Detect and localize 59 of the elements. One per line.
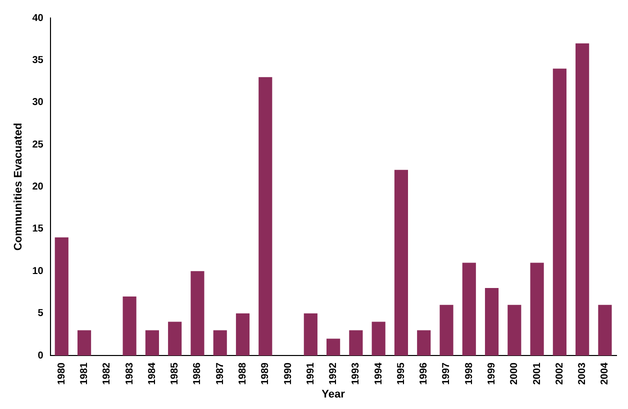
bar bbox=[372, 322, 386, 356]
bar bbox=[552, 68, 566, 356]
y-tick-label: 10 bbox=[32, 266, 44, 277]
x-tick-label: 1983 bbox=[124, 362, 136, 385]
x-tick-label: 2004 bbox=[600, 362, 611, 385]
x-tick-label: 1991 bbox=[305, 362, 316, 385]
y-axis-title: Communities Evacuated bbox=[12, 122, 25, 251]
bar bbox=[168, 322, 182, 356]
x-tick-label: 1987 bbox=[214, 362, 226, 385]
x-tick-label: 1982 bbox=[102, 362, 113, 385]
x-tick-label: 1981 bbox=[79, 362, 90, 385]
bar bbox=[326, 338, 340, 356]
y-tick-label: 15 bbox=[32, 224, 44, 235]
x-tick-label: 1989 bbox=[260, 362, 272, 385]
bar bbox=[508, 304, 522, 356]
bar bbox=[77, 330, 92, 356]
bar bbox=[190, 271, 204, 356]
x-tick-label: 1985 bbox=[170, 362, 181, 385]
bar bbox=[484, 288, 499, 356]
bar bbox=[440, 304, 454, 356]
bar bbox=[576, 43, 590, 356]
bar bbox=[122, 296, 136, 356]
x-tick-label: 1999 bbox=[486, 362, 498, 385]
x-tick-label: 1986 bbox=[192, 362, 204, 385]
x-tick-label: 2002 bbox=[554, 362, 566, 385]
x-tick-label: 1994 bbox=[373, 362, 384, 385]
x-tick-label: 1988 bbox=[238, 362, 248, 385]
y-tick-label: 40 bbox=[32, 12, 44, 24]
bar bbox=[145, 330, 159, 356]
x-tick-label: 1980 bbox=[56, 362, 68, 385]
x-axis-title: Year bbox=[322, 388, 346, 400]
x-tick-label: 1984 bbox=[146, 362, 158, 385]
x-tick-label: 2003 bbox=[577, 362, 588, 385]
bar bbox=[530, 262, 544, 356]
x-tick-label: 1998 bbox=[464, 362, 475, 385]
bar bbox=[349, 330, 363, 356]
y-tick-label: 0 bbox=[38, 350, 44, 362]
y-tick-label: 35 bbox=[32, 54, 44, 66]
bar bbox=[213, 330, 227, 356]
bar bbox=[54, 237, 68, 356]
bar bbox=[417, 330, 431, 356]
x-tick-label: 1996 bbox=[418, 362, 430, 385]
x-tick-label: 1993 bbox=[350, 362, 362, 385]
y-tick-label: 5 bbox=[38, 308, 44, 320]
bar bbox=[394, 170, 408, 356]
x-tick-label: 1990 bbox=[282, 362, 294, 385]
bar bbox=[598, 304, 612, 356]
bar bbox=[258, 77, 272, 356]
y-tick-label: 25 bbox=[32, 139, 44, 150]
x-tick-label: 2000 bbox=[509, 362, 520, 385]
y-tick-label: 20 bbox=[32, 182, 44, 193]
bar bbox=[462, 262, 476, 356]
x-tick-label: 1997 bbox=[441, 362, 452, 385]
x-tick-label: 1995 bbox=[396, 362, 407, 385]
y-tick-label: 30 bbox=[32, 97, 44, 108]
x-tick-label: 2001 bbox=[532, 362, 543, 385]
bar bbox=[304, 313, 318, 356]
bar bbox=[236, 313, 250, 356]
x-tick-label: 1992 bbox=[328, 362, 340, 385]
